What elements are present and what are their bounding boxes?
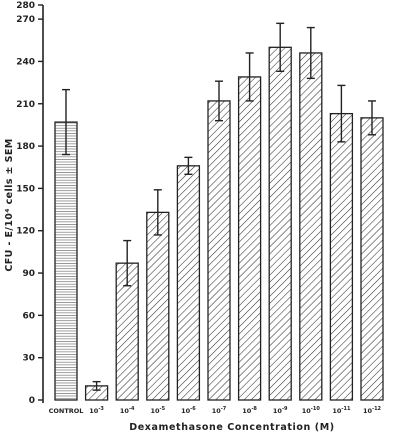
x-tick-label: 10-9 <box>273 406 288 415</box>
y-tick-label: 120 <box>16 227 35 237</box>
y-tick-label: 60 <box>22 311 35 321</box>
x-tick-label: 10-6 <box>181 406 196 415</box>
x-tick-label: 10-5 <box>150 406 165 415</box>
bar <box>237 76 262 401</box>
y-tick-label: 90 <box>22 269 35 279</box>
x-tick-label: 10-3 <box>89 406 104 415</box>
y-tick-label: 210 <box>16 100 35 110</box>
x-tick-label: 10-8 <box>242 406 257 415</box>
x-tick-label: 10-10 <box>302 406 321 415</box>
x-tick-label: 10-7 <box>212 406 227 415</box>
bar <box>360 117 384 401</box>
y-tick-label: 240 <box>16 57 35 67</box>
x-tick-label: 10-4 <box>120 406 135 415</box>
y-axis-title: CFU - E/10⁴ cells ± SEM <box>4 138 15 271</box>
x-tick-label: 10-11 <box>332 406 351 415</box>
bar <box>299 52 323 401</box>
y-tick-label: 30 <box>22 354 35 364</box>
bar <box>54 121 78 401</box>
y-tick-label: 180 <box>16 142 35 152</box>
x-tick-label: CONTROL <box>49 407 84 415</box>
x-tick-label: 10-12 <box>363 406 382 415</box>
bar <box>176 165 201 401</box>
plot-area: 0 30 60 90 120 150 180 210 240 270 280 CONTROL 10-3 1… <box>16 1 384 415</box>
y-tick-label: 150 <box>16 184 35 194</box>
y-tick-label: 270 <box>16 15 35 25</box>
bar <box>268 46 292 401</box>
bar <box>146 211 170 401</box>
x-axis-title: Dexamethasone Concentration (M) <box>129 422 335 433</box>
bar <box>329 112 354 401</box>
bar <box>207 100 231 401</box>
y-tick-label: 0 <box>29 396 35 406</box>
y-tick-label: 280 <box>16 1 35 11</box>
